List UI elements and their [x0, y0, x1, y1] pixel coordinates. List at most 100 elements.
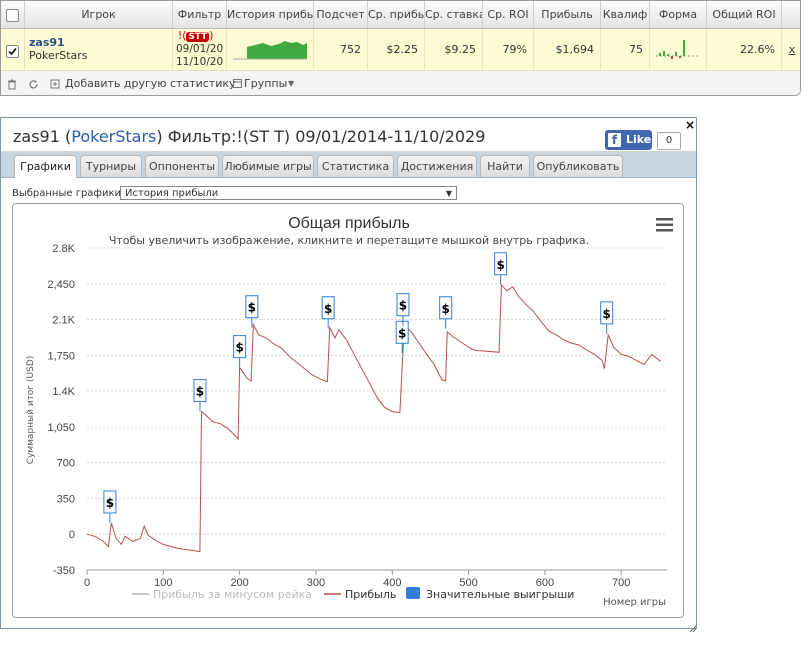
chart-subtitle: Чтобы увеличить изображение, кликните и … [109, 234, 589, 247]
player-name-link[interactable]: zas91 [29, 36, 65, 49]
tab-opponents[interactable]: Оппоненты [145, 155, 219, 177]
profile-popup: zas91 (PokerStars) Фильтр:!(ST T) 09/01/… [0, 117, 697, 633]
big-win-marker: $ [103, 490, 117, 523]
chart-select-label: Выбранные графики: [12, 188, 125, 199]
tab-tournaments[interactable]: Турниры [80, 155, 142, 177]
chart-select-value: История прибыли [125, 188, 219, 199]
big-win-flag [396, 293, 410, 317]
x-tick-label: 300 [307, 577, 325, 589]
chart-select-dropdown[interactable]: История прибыли ▼ [120, 186, 457, 200]
facebook-like-button[interactable]: f Like [605, 130, 652, 150]
profit-chart[interactable]: Общая прибыль Чтобы увеличить изображени… [13, 204, 683, 617]
big-win-flag [193, 379, 207, 403]
big-win-flag [103, 490, 117, 514]
x-tick-label: 0 [84, 577, 90, 589]
header-select-all[interactable] [1, 1, 25, 28]
big-win-marker: $ [321, 296, 335, 329]
legend-profit-label: Прибыль [345, 588, 396, 601]
big-win-flag [600, 301, 614, 325]
profit-series-line [86, 283, 662, 553]
big-win-flag [395, 320, 409, 344]
y-tick-label: -350 [53, 565, 75, 577]
select-all-checkbox[interactable] [6, 9, 19, 22]
facebook-icon: f [608, 133, 621, 147]
total-roi-cell: 22.6% [707, 29, 782, 70]
form-cell [650, 29, 707, 70]
big-win-label: $ [324, 302, 332, 316]
x-tick-label: 200 [230, 577, 248, 589]
y-tick-label: 0 [69, 529, 75, 541]
y-tick-label: 2.1K [52, 315, 75, 327]
big-win-marker: $ [396, 293, 410, 326]
tab-favorite-games[interactable]: Любимые игры [222, 155, 314, 177]
tab-charts[interactable]: Графики [14, 155, 77, 178]
x-tick-label: 700 [612, 577, 630, 589]
big-win-marker: $ [193, 379, 207, 412]
col-header-filter[interactable]: Фильтр [173, 1, 227, 28]
big-win-label: $ [106, 496, 114, 510]
x-tick-label: 600 [536, 577, 554, 589]
avg-profit-cell: $2.25 [368, 29, 425, 70]
tab-achievements[interactable]: Достижения [397, 155, 477, 177]
col-header-total-roi[interactable]: Общий ROI [707, 1, 782, 28]
x-axis-label: Номер игры [603, 597, 666, 608]
y-tick-label: 1.4K [52, 386, 75, 398]
resize-handle[interactable] [689, 622, 697, 633]
big-win-label: $ [603, 307, 611, 321]
row-select-cell[interactable] [1, 29, 25, 70]
avg-roi-cell: 79% [483, 29, 534, 70]
filter-from: 09/01/20 [176, 43, 224, 55]
filter-prefix: !( [178, 30, 187, 42]
stt-badge: STT [186, 32, 210, 42]
y-tick-label: 1,750 [47, 350, 75, 362]
add-stat-button[interactable]: Добавить другую статистику [65, 77, 236, 90]
refresh-icon[interactable] [28, 71, 39, 95]
big-win-flag [321, 296, 335, 320]
profit-history-sparkline-cell [227, 29, 314, 70]
col-header-count[interactable]: Подсчет [314, 1, 368, 28]
big-win-label: $ [248, 301, 256, 315]
add-stat-icon [50, 71, 61, 95]
chevron-down-icon[interactable]: ▼ [288, 79, 295, 88]
close-button[interactable]: × [685, 118, 696, 132]
count-cell: 752 [314, 29, 368, 70]
col-header-form[interactable]: Форма [650, 1, 707, 28]
big-win-label: $ [398, 326, 406, 340]
y-tick-label: 2,450 [47, 279, 75, 291]
y-axis-label: Суммарный итог (USD) [26, 356, 36, 465]
tab-publish[interactable]: Опубликовать [533, 155, 623, 177]
profit-cell: $1,694 [534, 29, 601, 70]
col-header-avg-profit[interactable]: Ср. прибы [368, 1, 425, 28]
x-tick-label: 100 [154, 577, 172, 589]
row-checkbox[interactable] [6, 45, 19, 58]
filter-cell: !(STT) 09/01/20 11/10/20 [173, 29, 227, 70]
table-row: zas91 PokerStars !(STT) 09/01/20 11/10/2… [1, 29, 800, 71]
big-win-marker: $ [233, 335, 247, 368]
big-win-flag [233, 335, 247, 359]
col-header-player[interactable]: Игрок [25, 1, 173, 28]
legend-bigwins-label: Значительные выигрыши [426, 588, 574, 601]
col-header-profit[interactable]: Прибыль [534, 1, 601, 28]
title-paren-close: ) [156, 127, 163, 146]
big-win-marker: $ [439, 296, 453, 329]
trash-icon[interactable] [7, 71, 17, 95]
tab-bar: Графики Турниры Оппоненты Любимые игры С… [1, 151, 696, 178]
popup-site-link[interactable]: PokerStars [71, 127, 157, 146]
tab-statistics[interactable]: Статистика [317, 155, 394, 177]
like-label: Like [626, 133, 652, 146]
player-site: PokerStars [29, 49, 88, 62]
filter-badge-line: !(STT) [178, 30, 213, 42]
chart-container[interactable]: Общая прибыль Чтобы увеличить изображени… [12, 203, 684, 618]
col-header-profit-history[interactable]: История прибы [227, 1, 314, 28]
tab-search[interactable]: Найти [480, 155, 530, 177]
col-header-avg-roi[interactable]: Ср. ROI [483, 1, 534, 28]
col-header-qualif[interactable]: Квалиф [601, 1, 650, 28]
big-win-marker: $ [494, 252, 508, 285]
chart-menu-icon[interactable] [656, 218, 673, 232]
big-win-marker: $ [245, 295, 259, 328]
groups-dropdown[interactable]: Группы [244, 77, 288, 90]
y-tick-label: 350 [57, 493, 75, 505]
col-header-avg-stake[interactable]: Ср. ставка [425, 1, 483, 28]
filter-to: 11/10/20 [176, 56, 224, 68]
remove-row-button[interactable]: x [788, 43, 796, 56]
